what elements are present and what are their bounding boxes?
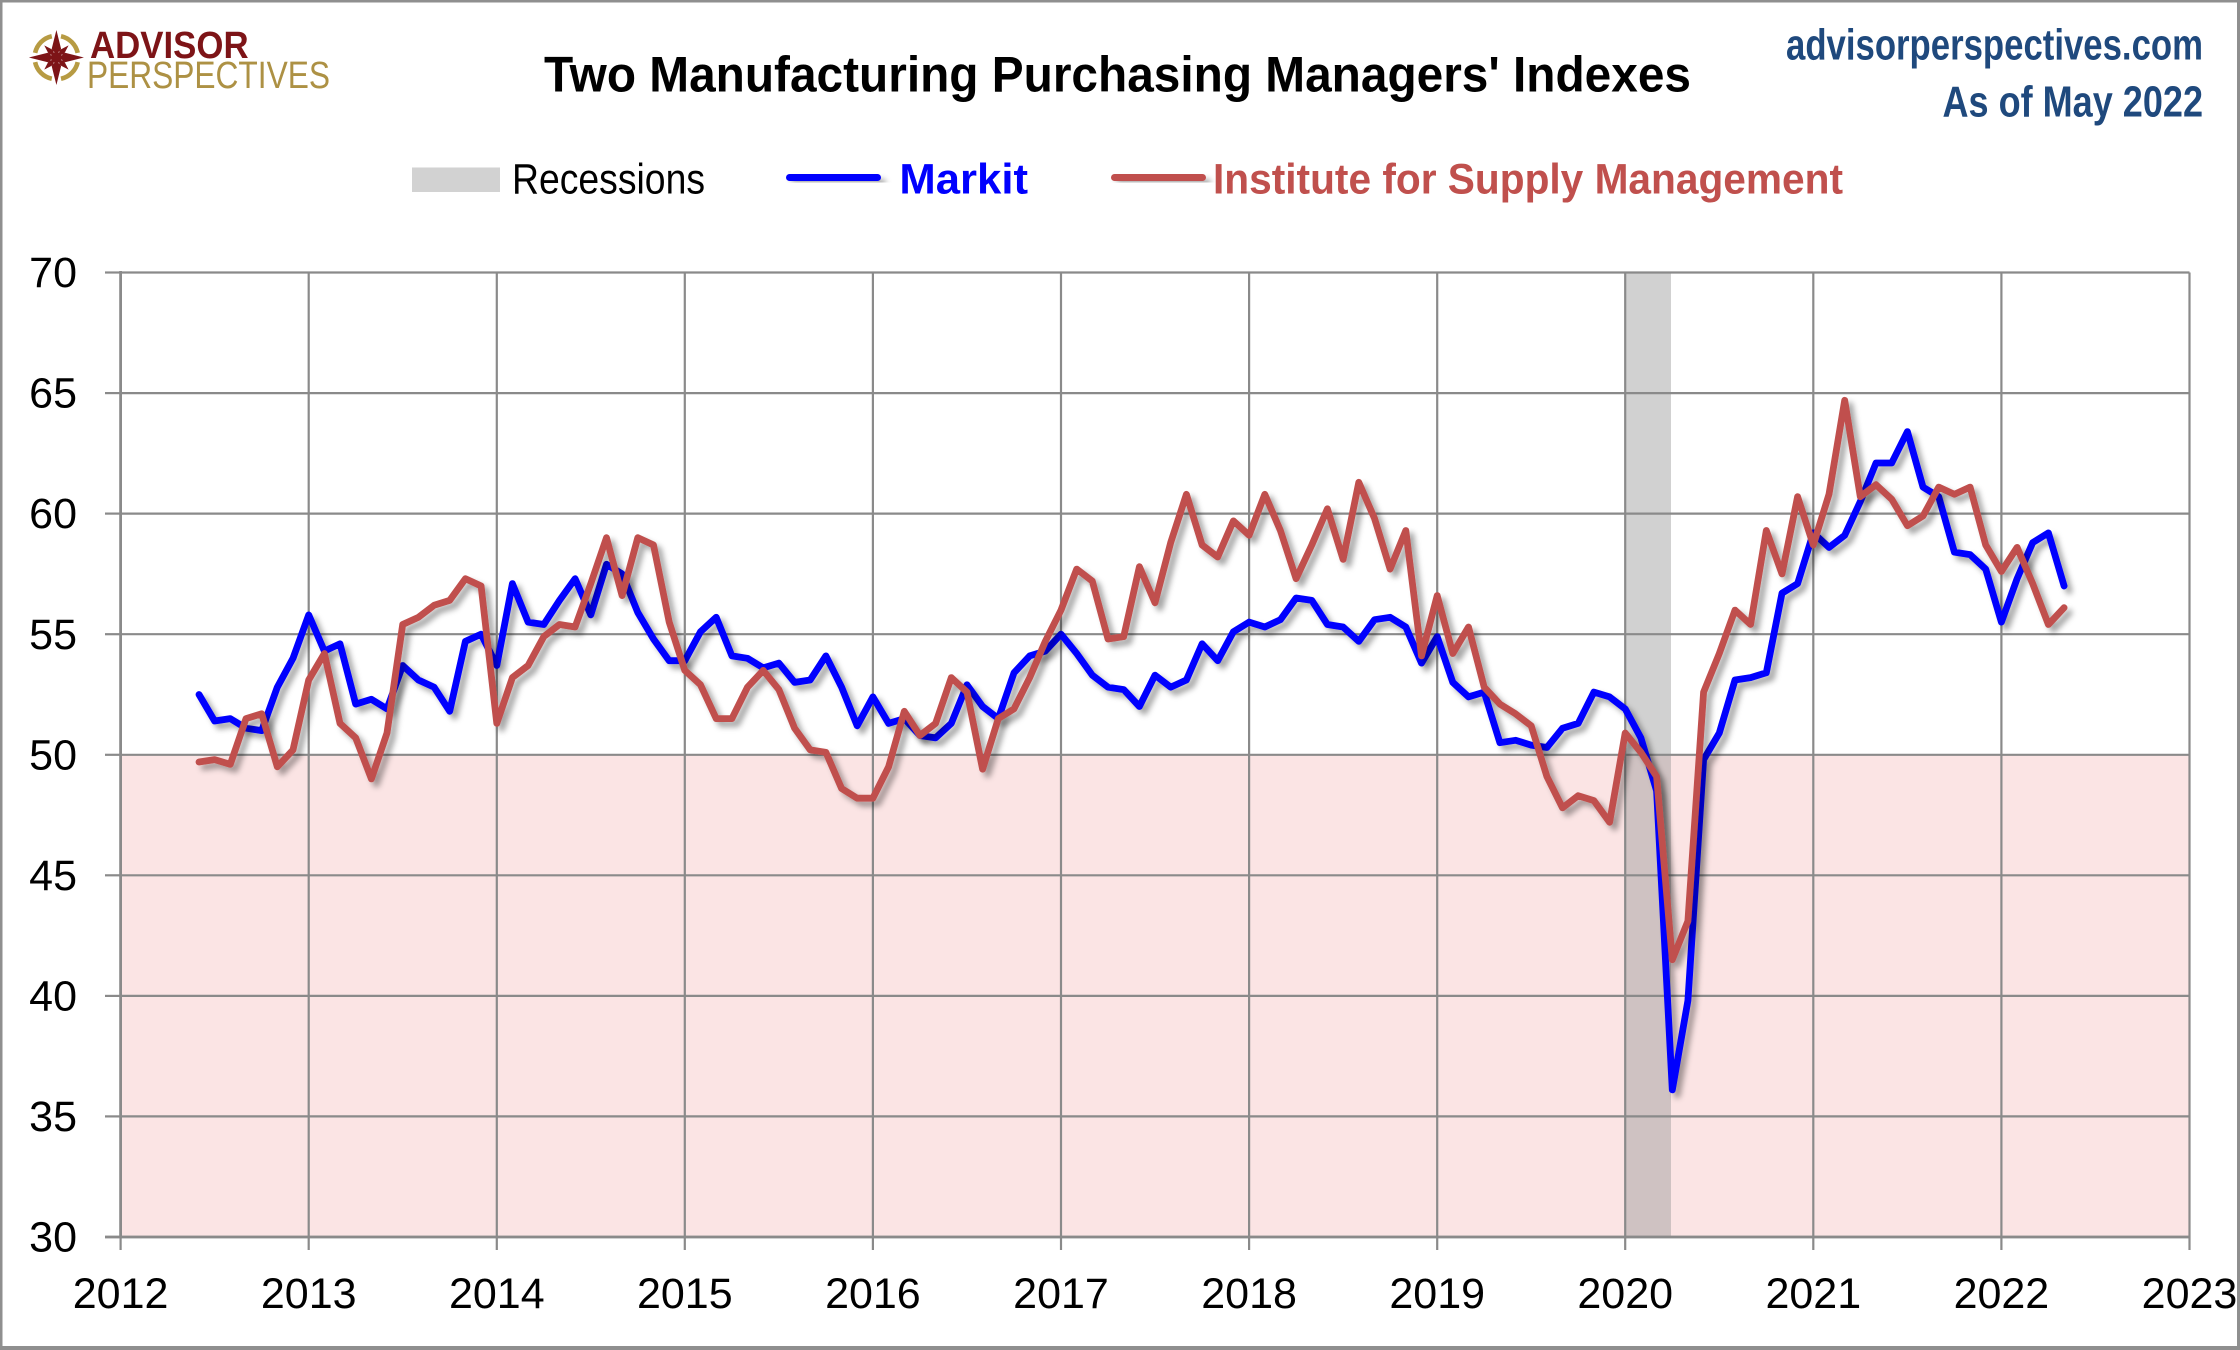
svg-text:2020: 2020 (1577, 1270, 1673, 1318)
svg-text:ADVISOR: ADVISOR (90, 25, 249, 67)
svg-text:2022: 2022 (1954, 1270, 2050, 1318)
svg-text:2023: 2023 (2142, 1270, 2238, 1318)
svg-text:Markit: Markit (899, 156, 1028, 204)
svg-text:2021: 2021 (1765, 1270, 1861, 1318)
svg-text:2012: 2012 (73, 1270, 169, 1318)
svg-text:2014: 2014 (449, 1270, 545, 1318)
svg-text:PERSPECTIVES: PERSPECTIVES (87, 55, 330, 97)
svg-text:40: 40 (29, 973, 77, 1021)
svg-text:2019: 2019 (1389, 1270, 1485, 1318)
svg-text:70: 70 (29, 249, 77, 297)
svg-text:30: 30 (29, 1214, 77, 1262)
svg-text:2015: 2015 (637, 1270, 733, 1318)
svg-text:Institute for Supply Managemen: Institute for Supply Management (1213, 156, 1843, 204)
svg-text:2018: 2018 (1201, 1270, 1297, 1318)
svg-text:Recessions: Recessions (512, 156, 705, 204)
svg-text:45: 45 (29, 852, 77, 900)
svg-text:2013: 2013 (261, 1270, 357, 1318)
svg-text:60: 60 (29, 490, 77, 538)
svg-text:2016: 2016 (825, 1270, 921, 1318)
svg-text:65: 65 (29, 370, 77, 418)
svg-text:55: 55 (29, 611, 77, 659)
svg-text:35: 35 (29, 1093, 77, 1141)
svg-text:50: 50 (29, 731, 77, 779)
svg-text:As of May 2022: As of May 2022 (1943, 78, 2204, 127)
svg-text:advisorperspectives.com: advisorperspectives.com (1786, 21, 2203, 70)
svg-text:Two Manufacturing Purchasing M: Two Manufacturing Purchasing Managers' I… (544, 46, 1691, 102)
svg-text:2017: 2017 (1013, 1270, 1109, 1318)
